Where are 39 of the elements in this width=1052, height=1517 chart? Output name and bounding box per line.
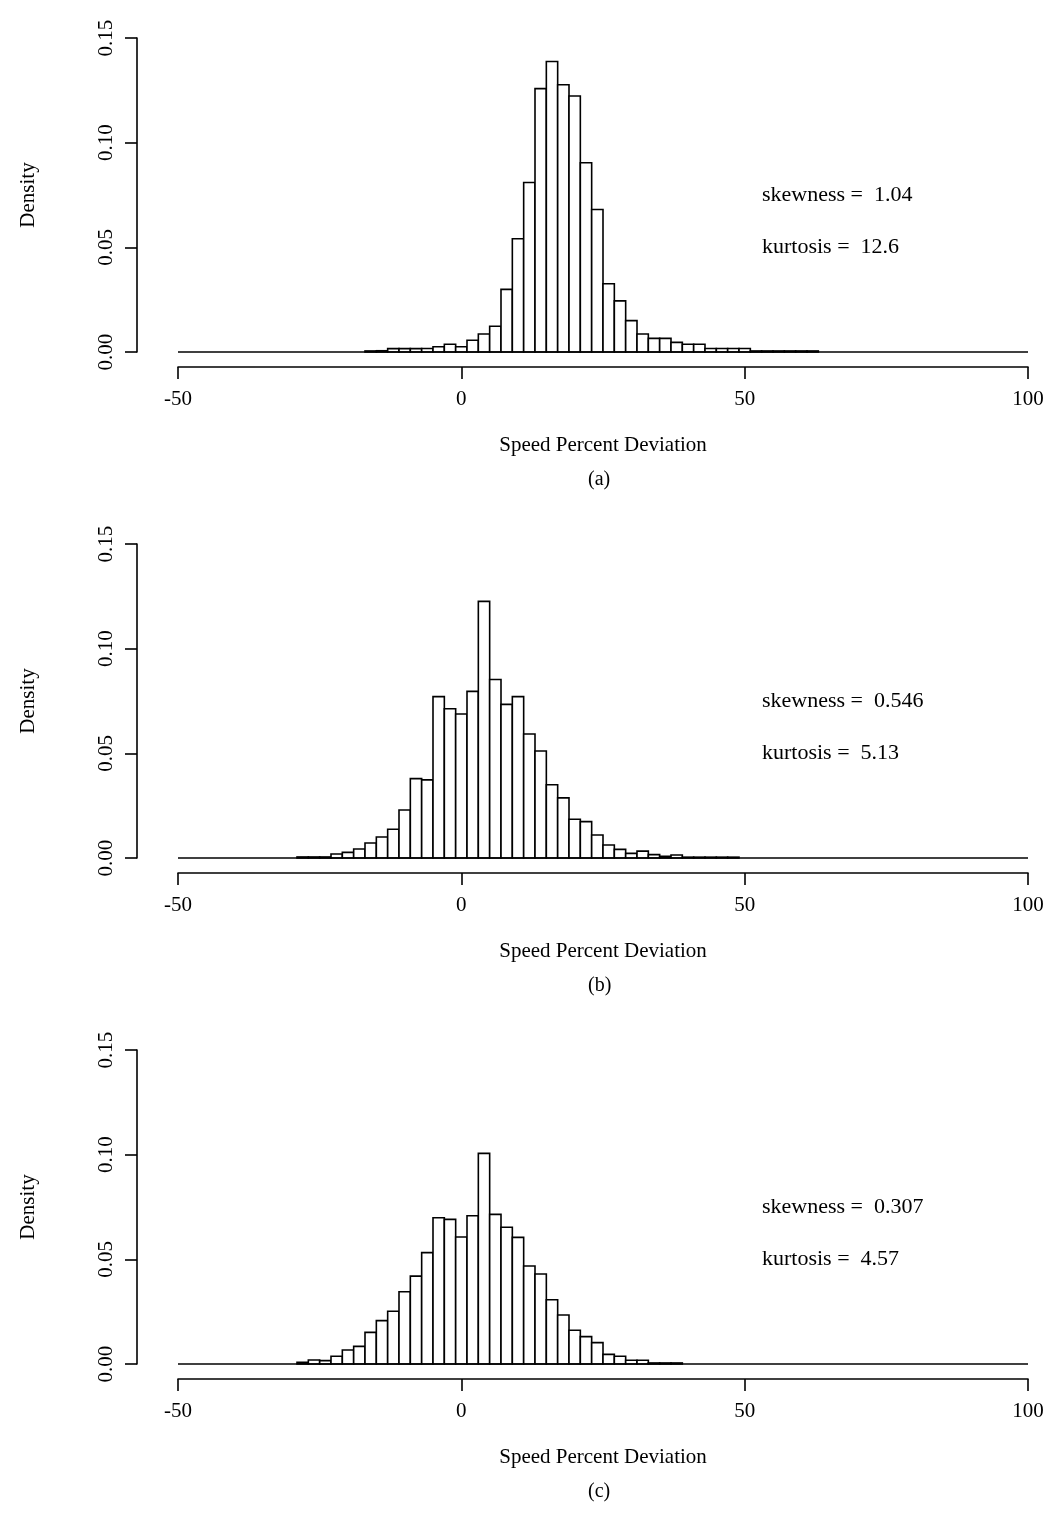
y-tick-label: 0.05 xyxy=(92,734,117,772)
x-tick-label: -50 xyxy=(164,891,192,916)
x-axis-title: Speed Percent Deviation xyxy=(499,937,708,962)
y-axis-title: Density xyxy=(14,1173,39,1240)
y-tick-label: 0.05 xyxy=(92,228,117,266)
y-axis-title: Density xyxy=(14,161,39,228)
y-tick-label: 0.00 xyxy=(92,839,117,877)
x-tick-label: 0 xyxy=(456,385,467,410)
y-tick-label: 0.10 xyxy=(92,124,117,162)
x-axis-title: Speed Percent Deviation xyxy=(499,431,708,456)
y-tick-label: 0.00 xyxy=(92,1345,117,1383)
x-tick-label: -50 xyxy=(164,1397,192,1422)
y-tick-label: 0.00 xyxy=(92,333,117,371)
text: (c) xyxy=(588,1479,611,1502)
y-tick-label: 0.10 xyxy=(92,1136,117,1174)
y-tick-label: 0.05 xyxy=(92,1240,117,1278)
text: (a) xyxy=(588,467,611,490)
x-tick-label: 50 xyxy=(734,1397,756,1422)
y-axis-title: Density xyxy=(14,667,39,734)
x-tick-label: -50 xyxy=(164,385,192,410)
text: (b) xyxy=(588,973,612,996)
annotation: skewness = 0.546 xyxy=(762,686,924,712)
x-tick-label: 0 xyxy=(456,891,467,916)
x-tick-label: 100 xyxy=(1012,1397,1044,1422)
y-tick-label: 0.15 xyxy=(92,19,117,57)
annotation: skewness = 1.04 xyxy=(762,180,913,206)
annotation: kurtosis = 4.57 xyxy=(762,1244,900,1270)
x-tick-label: 50 xyxy=(734,385,756,410)
x-tick-label: 0 xyxy=(456,1397,467,1422)
x-tick-label: 100 xyxy=(1012,891,1044,916)
annotation: kurtosis = 5.13 xyxy=(762,738,900,764)
y-tick-label: 0.10 xyxy=(92,630,117,668)
annotation: skewness = 0.307 xyxy=(762,1192,924,1218)
annotation: kurtosis = 12.6 xyxy=(762,232,900,258)
x-axis-title: Speed Percent Deviation xyxy=(499,1443,708,1468)
x-tick-label: 50 xyxy=(734,891,756,916)
y-tick-label: 0.15 xyxy=(92,525,117,563)
x-tick-label: 100 xyxy=(1012,385,1044,410)
y-tick-label: 0.15 xyxy=(92,1031,117,1069)
